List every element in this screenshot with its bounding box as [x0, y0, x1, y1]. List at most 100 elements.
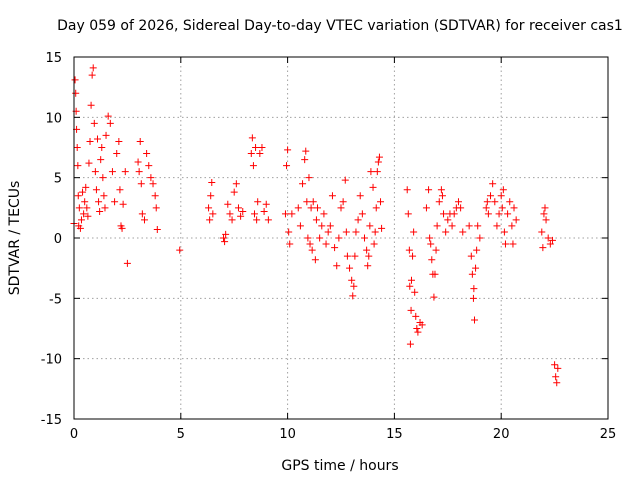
data-point [95, 198, 103, 206]
data-point [254, 198, 262, 206]
data-point [349, 292, 357, 300]
data-point [491, 198, 499, 206]
data-point [405, 246, 413, 254]
data-point [311, 256, 319, 264]
data-point [308, 246, 316, 254]
data-point [472, 264, 480, 272]
data-point [371, 228, 379, 236]
data-point [328, 192, 336, 200]
data-point [337, 204, 345, 212]
data-point [81, 198, 89, 206]
data-point [413, 325, 421, 332]
data-point [151, 192, 159, 200]
data-point [356, 192, 364, 200]
data-point [467, 252, 475, 260]
data-point [137, 180, 145, 188]
data-point [459, 228, 467, 236]
data-point [82, 183, 90, 191]
data-point [375, 153, 383, 161]
data-point [123, 259, 131, 267]
x-tick-label: 20 [493, 427, 510, 442]
data-point [498, 204, 506, 212]
data-point [99, 174, 107, 182]
data-point [509, 240, 517, 248]
data-point [431, 270, 439, 278]
data-point [508, 222, 516, 230]
data-point [342, 228, 350, 236]
data-point [331, 244, 339, 252]
data-point [427, 240, 435, 248]
data-point [222, 230, 230, 238]
data-point [205, 204, 213, 212]
data-point [512, 216, 520, 224]
data-point [312, 216, 320, 224]
data-point [121, 168, 129, 176]
axis-ticks: 0 5 10 15 20 25 -15 -10 -5 0 5 10 15 [41, 51, 617, 442]
data-point [538, 228, 546, 236]
data-point [252, 144, 260, 151]
data-point [286, 240, 294, 248]
data-point [176, 246, 184, 254]
data-point [484, 210, 492, 218]
data-point [301, 156, 309, 164]
chart-title: Day 059 of 2026, Sidereal Day-to-day VTE… [57, 18, 623, 34]
data-point [71, 76, 79, 84]
data-point [354, 216, 362, 224]
data-point [339, 198, 347, 206]
data-point [378, 224, 386, 232]
data-point [428, 256, 436, 264]
data-point [482, 204, 490, 212]
data-point [220, 234, 228, 242]
data-point [134, 158, 142, 166]
data-point [374, 158, 382, 166]
data-point [489, 180, 497, 188]
data-point [348, 276, 356, 284]
data-point [407, 276, 415, 284]
data-point [341, 176, 349, 184]
data-point [506, 198, 514, 206]
data-point [250, 210, 258, 218]
data-point [306, 240, 314, 248]
data-point [318, 222, 326, 230]
data-point [497, 192, 505, 200]
data-point [73, 144, 81, 151]
data-point [316, 234, 324, 242]
data-point [433, 222, 441, 230]
data-point [72, 89, 80, 97]
data-point [234, 204, 242, 212]
data-point [138, 210, 146, 218]
data-point [360, 234, 368, 242]
data-point [253, 216, 261, 224]
data-point [510, 204, 518, 212]
data-point [539, 244, 547, 252]
data-point [425, 186, 433, 194]
x-tick-label: 15 [386, 427, 403, 442]
data-point [74, 192, 82, 200]
data-point [228, 216, 236, 224]
data-point [80, 210, 88, 218]
data-point [465, 222, 473, 230]
data-point [469, 294, 477, 302]
data-point [86, 137, 94, 145]
data-point [471, 316, 478, 324]
data-point [410, 228, 418, 236]
data-point [237, 212, 245, 220]
data-point [208, 178, 216, 186]
data-point [77, 216, 85, 224]
data-point [303, 198, 311, 206]
y-axis-label: SDTVAR / TECUs [7, 181, 23, 296]
data-point [542, 216, 550, 224]
data-point [76, 224, 84, 232]
data-point [351, 252, 359, 260]
data-point [288, 210, 296, 218]
data-point [541, 204, 549, 212]
data-point [406, 340, 414, 348]
data-point [406, 282, 414, 290]
data-point [221, 238, 229, 246]
data-point [343, 252, 351, 260]
data-point [473, 246, 481, 254]
data-point [224, 200, 232, 208]
data-point [88, 71, 96, 79]
data-point [437, 186, 445, 194]
